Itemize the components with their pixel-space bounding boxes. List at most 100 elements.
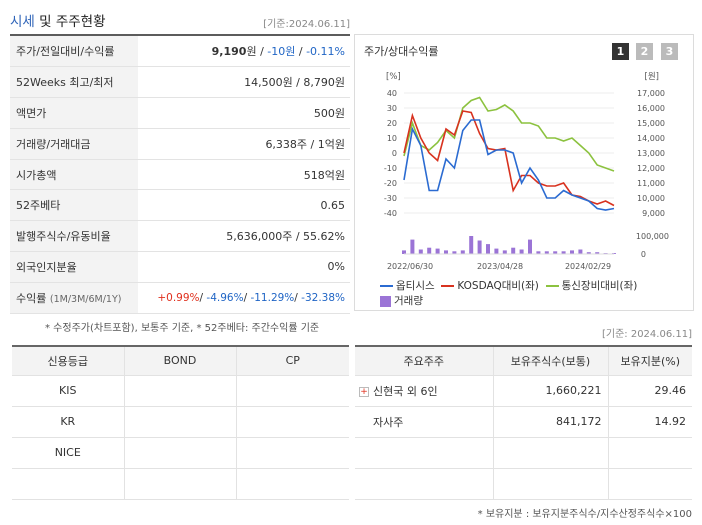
expand-plus-icon[interactable]: + bbox=[359, 386, 369, 397]
legend-item: 통신장비대비(좌) bbox=[545, 280, 637, 292]
legend-item: 옵티시스 bbox=[380, 280, 435, 292]
y-left-tick-label: 20 bbox=[387, 119, 397, 128]
chart-title: 주가/상대수익률 bbox=[364, 45, 439, 58]
volume-bar bbox=[595, 252, 600, 254]
right-unit: [원] bbox=[645, 72, 659, 82]
summary-label: 시가총액 bbox=[10, 159, 138, 191]
y-right-tick-label: 14,000 bbox=[637, 134, 665, 143]
holder-pct: 14.92 bbox=[608, 406, 692, 438]
holders-header: 보유주식수(보통) bbox=[493, 346, 609, 376]
summary-table: 주가/전일대비/수익률 9,190원 / -10원 / -0.11% 52Wee… bbox=[10, 36, 350, 314]
y-left-tick-label: 0 bbox=[392, 149, 397, 158]
chart-panel bbox=[354, 34, 694, 311]
holder-shares bbox=[493, 468, 609, 500]
credit-header: 신용등급 bbox=[12, 346, 125, 376]
holders-basis-date: [기준: 2024.06.11] bbox=[601, 329, 692, 340]
left-unit: [%] bbox=[386, 72, 401, 82]
summary-row: 외국인지분율 0% bbox=[10, 251, 350, 283]
volume-bar bbox=[502, 250, 507, 254]
summary-label: 거래량/거래대금 bbox=[10, 128, 138, 160]
holder-pct bbox=[608, 437, 692, 469]
y-left-tick-label: -30 bbox=[384, 194, 397, 203]
holders-header: 주요주주 bbox=[355, 346, 494, 376]
credit-bond bbox=[124, 375, 237, 407]
summary-row: 52Weeks 최고/최저 14,500원 / 8,790원 bbox=[10, 66, 350, 99]
holder-name: 자사주 bbox=[355, 406, 494, 438]
volume-bar bbox=[553, 251, 558, 254]
summary-label: 52주베타 bbox=[10, 189, 138, 222]
y-left-tick-label: 10 bbox=[387, 134, 397, 143]
volume-bar bbox=[570, 250, 574, 254]
holders-table: 주요주주 보유주식수(보통) 보유지분(%) + 신현국 외 6인 1,660,2… bbox=[355, 345, 692, 500]
credit-table: 신용등급 BOND CP KIS KR NICE bbox=[12, 345, 349, 500]
y-left-tick-label: -40 bbox=[384, 209, 397, 218]
y-right-tick-label: 15,000 bbox=[637, 119, 665, 128]
holder-name bbox=[355, 468, 494, 500]
credit-header: CP bbox=[236, 346, 349, 376]
table-row: KIS bbox=[12, 375, 349, 407]
header-divider bbox=[10, 34, 350, 36]
holder-pct: 29.46 bbox=[608, 375, 692, 407]
volume-bar bbox=[494, 248, 499, 254]
volume-bar bbox=[536, 251, 541, 254]
volume-bar bbox=[486, 244, 490, 254]
credit-header: BOND bbox=[124, 346, 237, 376]
holder-shares: 1,660,221 bbox=[493, 375, 609, 407]
y-right-tick-label: 11,000 bbox=[637, 179, 665, 188]
credit-cp bbox=[236, 406, 349, 438]
volume-bar bbox=[544, 251, 549, 254]
credit-agency bbox=[12, 468, 125, 500]
chart-page-2-button[interactable]: 2 bbox=[636, 43, 653, 60]
credit-agency: NICE bbox=[12, 437, 125, 469]
legend-swatch bbox=[380, 295, 391, 307]
relative-return-chart: [%] [원] 40 30 20 10 0 -10 -20 -30 -40 17,000 16,0… bbox=[384, 72, 669, 271]
y-right-tick-label: 10,000 bbox=[637, 194, 665, 203]
legend-item: KOSDAQ대비(좌) bbox=[441, 280, 539, 292]
volume-bar bbox=[477, 240, 482, 254]
table-row bbox=[355, 437, 692, 469]
credit-cp bbox=[236, 375, 349, 407]
summary-value: 6,338주 / 1억원 bbox=[138, 128, 350, 160]
summary-value: 14,500원 / 8,790원 bbox=[138, 66, 350, 99]
holder-pct bbox=[608, 468, 692, 500]
volume-bar bbox=[418, 249, 423, 254]
chart-page-3-button[interactable]: 3 bbox=[661, 43, 678, 60]
volume-bar bbox=[427, 247, 432, 254]
holders-note: * 보유지분 : 보유지분주식수/지수산정주식수×100 bbox=[477, 509, 692, 520]
y-right-tick-label: 17,000 bbox=[637, 89, 665, 98]
summary-row-price: 주가/전일대비/수익률 9,190원 / -10원 / -0.11% bbox=[10, 36, 350, 68]
returns-value: +0.99%/ -4.96%/ -11.29%/ -32.38% bbox=[138, 282, 350, 314]
credit-bond bbox=[124, 468, 237, 500]
chart-legend-volume: 거래량 bbox=[380, 293, 423, 308]
y-left-tick-label: -20 bbox=[384, 179, 397, 188]
summary-note: * 수정주가(차트포함), 보통주 기준, * 52주베타: 주간수익률 기준 bbox=[45, 323, 320, 334]
volume-bar bbox=[519, 249, 524, 254]
volume-bar bbox=[452, 251, 457, 254]
holders-header: 보유지분(%) bbox=[608, 346, 692, 376]
legend-swatch bbox=[441, 285, 455, 287]
y-left-tick-label: -10 bbox=[384, 164, 397, 173]
credit-cp bbox=[236, 437, 349, 469]
series-line-2 bbox=[403, 110, 615, 207]
table-row bbox=[12, 468, 349, 500]
volume-tick-label: 0 bbox=[641, 250, 646, 259]
volume-bar bbox=[528, 239, 532, 254]
x-tick-label: 2022/06/30 bbox=[387, 262, 433, 271]
volume-bar bbox=[586, 252, 591, 254]
volume-tick-label: 100,000 bbox=[636, 232, 669, 241]
summary-label: 발행주식수/유동비율 bbox=[10, 220, 138, 253]
summary-value: 5,636,000주 / 55.62% bbox=[138, 220, 350, 253]
credit-bond bbox=[124, 437, 237, 469]
chart-legend: 옵티시스 KOSDAQ대비(좌) 통신장비대비(좌) bbox=[380, 278, 637, 293]
summary-label: 수익률 (1M/3M/6M/1Y) bbox=[10, 282, 138, 314]
summary-label: 주가/전일대비/수익률 bbox=[10, 36, 138, 68]
y-left-tick-label: 30 bbox=[387, 104, 397, 113]
summary-row: 발행주식수/유동비율 5,636,000주 / 55.62% bbox=[10, 220, 350, 253]
table-row: NICE bbox=[12, 437, 349, 469]
chart-page-1-button[interactable]: 1 bbox=[612, 43, 629, 60]
summary-value: 0.65 bbox=[138, 189, 350, 222]
volume-bar bbox=[435, 248, 440, 254]
x-tick-label: 2024/02/29 bbox=[565, 262, 611, 271]
credit-agency: KIS bbox=[12, 375, 125, 407]
volume-bar bbox=[410, 239, 415, 254]
